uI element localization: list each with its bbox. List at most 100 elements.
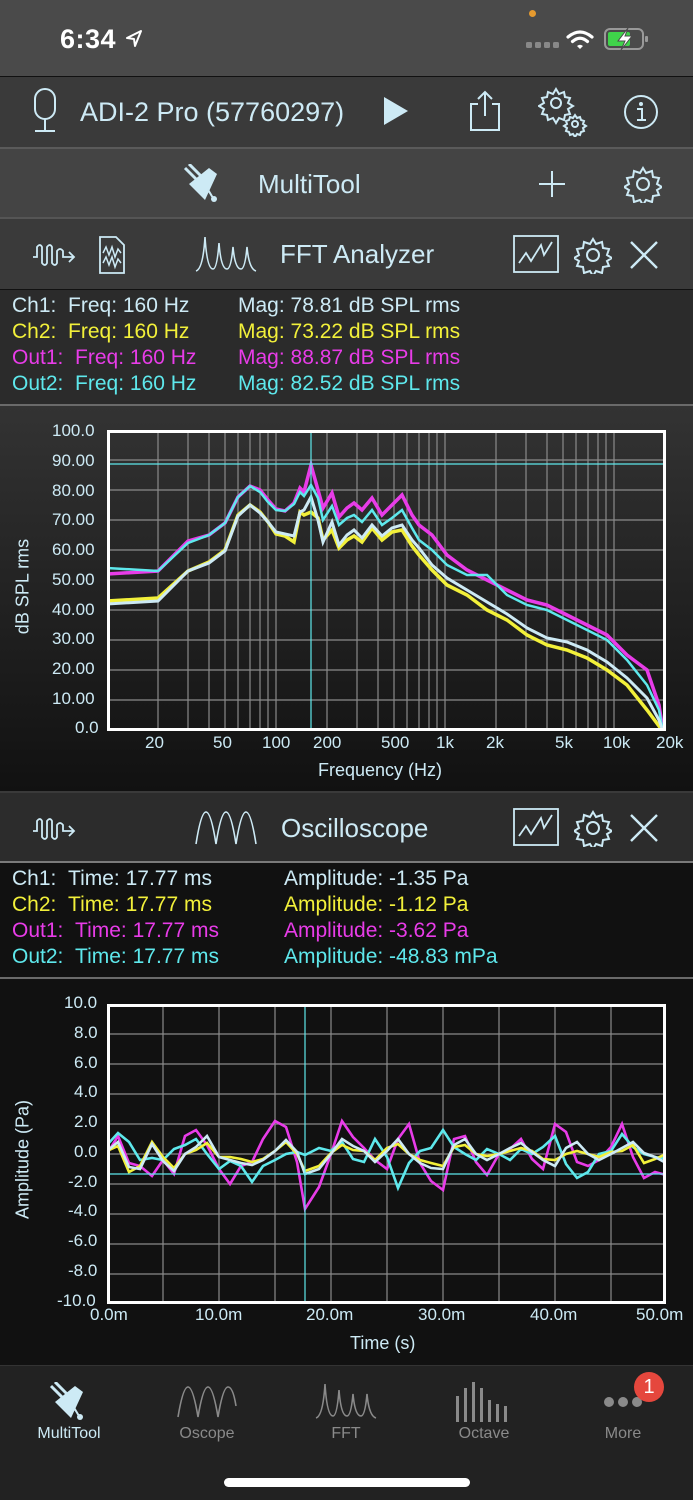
freq-value: Freq: 160 Hz <box>75 346 197 369</box>
oscilloscope-plot[interactable] <box>107 1004 666 1304</box>
tab-label: Octave <box>458 1425 510 1442</box>
settings-icon[interactable] <box>538 87 588 137</box>
channel-label: Out2: <box>12 372 64 395</box>
tab-label: Oscope <box>179 1425 235 1442</box>
y-tick: -4.0 <box>68 1201 98 1220</box>
y-tick: 90.00 <box>52 451 95 470</box>
fft-panel-header: FFT Analyzer <box>0 219 693 289</box>
channel-label: Ch2: <box>12 893 57 916</box>
gear-icon[interactable] <box>574 809 612 847</box>
amplitude-value: Amplitude: -48.83 mPa <box>284 945 498 968</box>
y-tick: 70.00 <box>52 510 95 529</box>
divider <box>0 404 693 406</box>
x-tick: 2k <box>486 733 504 752</box>
oscilloscope-chart[interactable]: Amplitude (Pa) 10.0 8.0 6.0 4.0 2.0 0.0 … <box>0 979 693 1365</box>
cellular-signal-icon <box>526 42 559 48</box>
device-toolbar: ADI-2 Pro (57760297) <box>0 77 693 147</box>
close-icon[interactable] <box>629 813 659 843</box>
y-tick: 4.0 <box>74 1082 98 1101</box>
multitool-title: MultiTool <box>258 169 361 199</box>
mag-value: Mag: 73.22 dB SPL rms <box>238 320 461 343</box>
plus-icon[interactable] <box>537 169 567 199</box>
x-tick: 5k <box>555 733 573 752</box>
y-tick: 40.00 <box>52 600 95 619</box>
amplitude-value: Amplitude: -1.12 Pa <box>284 893 469 916</box>
y-tick: -8.0 <box>68 1261 98 1280</box>
y-tick: -6.0 <box>68 1231 98 1250</box>
channel-label: Ch1: <box>12 294 57 317</box>
readout-ch1: Ch1: Freq: 160 Hz <box>12 294 189 318</box>
gear-icon[interactable] <box>624 165 662 203</box>
y-tick: 8.0 <box>74 1023 98 1042</box>
octave-bars-icon <box>456 1382 507 1422</box>
more-dots-icon <box>604 1397 642 1407</box>
share-icon[interactable] <box>468 90 502 132</box>
multitool-bar: MultiTool <box>0 149 693 217</box>
close-icon[interactable] <box>629 240 659 270</box>
scope-y-axis-label: Amplitude (Pa) <box>12 1099 33 1220</box>
x-tick: 20 <box>145 733 164 752</box>
status-bar: 6:34 <box>0 0 693 76</box>
x-tick: 20.0m <box>306 1305 354 1324</box>
amplitude-value: Amplitude: -1.35 Pa <box>284 867 469 890</box>
x-tick: 0.0m <box>90 1305 128 1324</box>
scope-x-axis-label: Time (s) <box>350 1333 416 1353</box>
y-tick: -2.0 <box>68 1172 98 1191</box>
signal-route-icon[interactable] <box>32 817 78 841</box>
notification-badge: 1 <box>634 1372 664 1402</box>
x-tick: 50.0m <box>636 1305 684 1324</box>
info-icon[interactable] <box>622 93 660 131</box>
y-tick: 80.00 <box>52 481 95 500</box>
fft-readouts: Ch1: Freq: 160 Hz Mag: 78.81 dB SPL rms … <box>0 290 693 404</box>
play-icon[interactable] <box>382 95 410 127</box>
home-indicator[interactable] <box>224 1478 470 1487</box>
microphone-icon[interactable] <box>30 87 60 135</box>
x-tick: 200 <box>313 733 342 752</box>
chart-view-icon[interactable] <box>513 808 559 846</box>
y-tick: 2.0 <box>74 1112 98 1131</box>
fft-plot[interactable] <box>107 430 666 731</box>
oscilloscope-panel-header: Oscilloscope <box>0 793 693 861</box>
fft-icon <box>315 1383 377 1419</box>
x-tick: 1k <box>436 733 454 752</box>
tab-multitool[interactable]: MultiTool <box>0 1366 138 1456</box>
channel-label: Ch1: <box>12 867 57 890</box>
mag-value: Mag: 78.81 dB SPL rms <box>238 294 461 317</box>
gear-icon[interactable] <box>574 236 612 274</box>
signal-route-icon[interactable] <box>32 243 78 267</box>
readout-out1: Out1: Freq: 160 Hz <box>12 346 196 370</box>
channel-label: Out1: <box>12 919 64 942</box>
tab-more[interactable]: More <box>554 1366 692 1456</box>
device-name[interactable]: ADI-2 Pro (57760297) <box>80 97 345 127</box>
chart-view-icon[interactable] <box>513 235 559 273</box>
tab-octave[interactable]: Octave <box>415 1366 553 1456</box>
freq-value: Freq: 160 Hz <box>68 320 190 343</box>
y-tick: 0.0 <box>74 1142 98 1161</box>
time-value: Time: 17.77 ms <box>68 867 212 890</box>
channel-label: Ch2: <box>12 320 57 343</box>
tab-oscope[interactable]: Oscope <box>138 1366 276 1456</box>
x-tick: 50 <box>213 733 232 752</box>
y-tick: 10.00 <box>52 689 95 708</box>
battery-charging-icon <box>604 27 648 51</box>
x-tick: 500 <box>381 733 410 752</box>
readout-ch2: Ch2: Freq: 160 Hz <box>12 320 189 344</box>
mag-value: Mag: 82.52 dB SPL rms <box>238 372 461 395</box>
y-tick: 0.0 <box>75 718 99 737</box>
readout-out1: Out1: Time: 17.77 ms <box>12 919 219 943</box>
readout-ch2: Ch2: Time: 17.77 ms <box>12 893 212 917</box>
fft-icon <box>195 236 257 272</box>
y-tick: 50.00 <box>52 570 95 589</box>
multitool-icon <box>49 1382 83 1420</box>
readout-out2: Out2: Freq: 160 Hz <box>12 372 196 396</box>
time-value: Time: 17.77 ms <box>68 893 212 916</box>
tab-fft[interactable]: FFT <box>277 1366 415 1456</box>
y-tick: 60.00 <box>52 540 95 559</box>
tab-label: MultiTool <box>37 1425 101 1442</box>
fft-chart[interactable]: dB SPL rms 100.0 90.00 80.00 70.00 60.00… <box>0 406 693 791</box>
readout-ch1: Ch1: Time: 17.77 ms <box>12 867 212 891</box>
divider <box>0 791 693 793</box>
tab-bar: MultiTool Oscope FFT Octave More <box>0 1365 693 1500</box>
waveform-file-icon[interactable] <box>98 235 126 275</box>
mag-value: Mag: 88.87 dB SPL rms <box>238 346 461 369</box>
